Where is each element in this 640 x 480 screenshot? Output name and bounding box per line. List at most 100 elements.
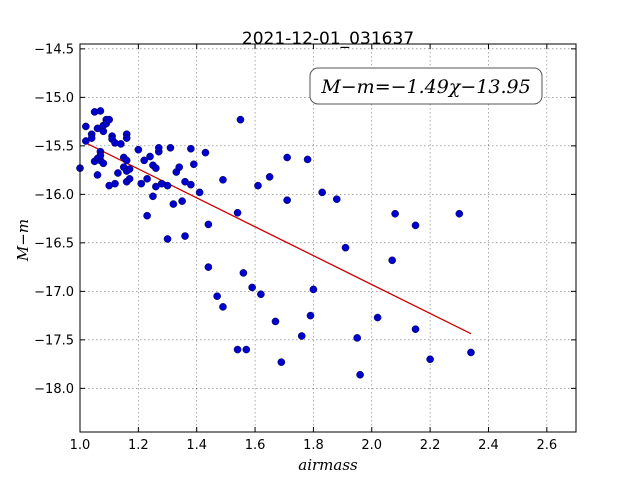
data-point: [254, 181, 262, 190]
fit-line: [85, 142, 472, 335]
data-point: [271, 317, 280, 326]
data-point: [356, 370, 364, 379]
chart-title: 2021-12-01_031637: [242, 29, 414, 49]
data-point: [219, 175, 227, 184]
data-point: [187, 180, 195, 189]
y-tick-label: −16.5: [34, 236, 74, 251]
y-tick-label: −16.0: [34, 188, 74, 203]
data-point: [195, 188, 204, 197]
data-point: [242, 345, 251, 354]
data-point: [87, 134, 96, 142]
data-point: [143, 211, 151, 220]
data-point: [233, 208, 242, 217]
data-point: [178, 197, 186, 205]
data-point: [373, 313, 382, 322]
data-point: [257, 290, 265, 299]
data-point: [248, 283, 256, 292]
x-tick-label: 2.4: [478, 438, 499, 453]
data-points: [76, 107, 475, 379]
data-point: [277, 358, 286, 366]
y-tick-label: −14.5: [34, 42, 74, 57]
x-tick-label: 2.6: [536, 438, 557, 453]
data-point: [125, 175, 134, 183]
data-point: [111, 179, 119, 188]
data-point: [187, 144, 195, 153]
x-axis-label: airmass: [298, 456, 358, 474]
data-point: [105, 115, 113, 124]
data-point: [213, 292, 221, 301]
data-point: [239, 269, 248, 277]
data-point: [426, 355, 434, 364]
data-point: [125, 165, 134, 173]
data-point: [122, 156, 131, 165]
data-point: [332, 195, 341, 203]
data-point: [154, 143, 163, 152]
y-tick-label: −18.0: [34, 382, 74, 397]
data-point: [265, 173, 274, 181]
data-point: [388, 256, 396, 265]
data-point: [455, 209, 464, 218]
fit-line-group: [85, 142, 472, 335]
data-point: [341, 243, 350, 252]
x-tick-label: 1.8: [303, 438, 324, 453]
data-point: [99, 159, 108, 168]
data-point: [93, 171, 102, 179]
data-point: [303, 155, 312, 164]
data-point: [219, 303, 227, 311]
y-tick-label: −17.0: [34, 285, 74, 300]
x-tick-label: 1.2: [128, 438, 149, 453]
data-point: [306, 311, 315, 320]
x-tick-label: 2.2: [420, 438, 441, 453]
data-point: [467, 348, 475, 357]
data-point: [309, 285, 318, 294]
data-point: [233, 345, 242, 354]
data-point: [96, 107, 105, 115]
data-point: [236, 115, 245, 124]
data-point: [204, 263, 213, 271]
grid: [79, 44, 576, 432]
data-point: [163, 181, 172, 190]
fit-annotation: M−m=−1.49χ−13.95: [309, 67, 543, 105]
x-tick-label: 1.4: [186, 438, 207, 453]
data-point: [149, 192, 157, 201]
data-point: [140, 156, 148, 165]
data-point: [122, 134, 131, 142]
x-tick-label: 1.6: [245, 438, 266, 453]
axis-ticks: 1.0 1.2 1.4 1.6 1.8 2.0 2.2 2.4 2.6 −14.5 −15.0 −15…: [34, 42, 576, 453]
data-point: [169, 200, 178, 208]
plot-frame: [79, 43, 577, 433]
data-point: [391, 209, 399, 218]
data-point: [318, 188, 326, 197]
fit-equation: M−m=−1.49χ−13.95: [320, 76, 530, 98]
data-point: [411, 221, 420, 230]
data-point: [411, 325, 420, 333]
data-point: [297, 332, 306, 340]
data-point: [353, 334, 361, 342]
data-point: [181, 232, 189, 240]
y-tick-label: −15.0: [34, 91, 74, 106]
data-point: [82, 122, 90, 131]
data-point: [152, 164, 160, 172]
data-point: [114, 169, 122, 177]
y-axis-label: M−m: [14, 219, 32, 262]
annotation-box: [309, 67, 543, 105]
data-point: [189, 160, 198, 169]
data-point: [134, 145, 143, 154]
x-tick-label: 2.0: [361, 438, 382, 453]
data-point: [117, 140, 125, 148]
data-point: [201, 148, 210, 157]
data-point: [283, 153, 291, 162]
data-point: [204, 220, 213, 229]
data-point: [166, 143, 175, 152]
data-point: [146, 152, 154, 161]
data-point: [283, 196, 291, 204]
data-point: [163, 235, 172, 243]
data-point: [143, 175, 151, 183]
data-point: [137, 179, 146, 188]
data-point: [175, 163, 183, 171]
data-point: [96, 151, 105, 160]
x-tick-label: 1.0: [70, 438, 91, 453]
y-tick-label: −15.5: [34, 139, 74, 154]
y-tick-label: −17.5: [34, 333, 74, 348]
